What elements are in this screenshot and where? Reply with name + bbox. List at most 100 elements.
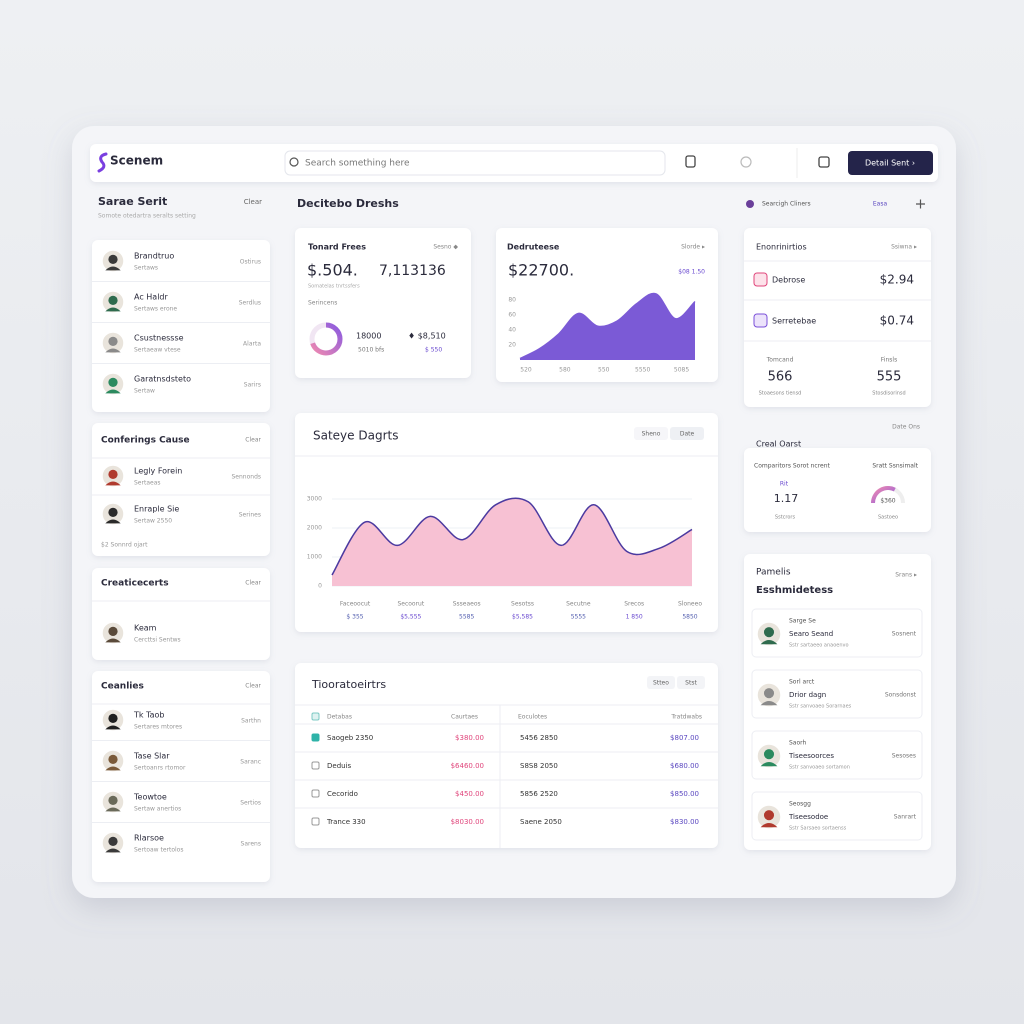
tab[interactable]	[634, 427, 668, 440]
table-cell: Trance 330	[326, 818, 366, 826]
avatar-head	[763, 749, 775, 760]
card-title: Enonrinirtios	[756, 243, 807, 252]
primary-button[interactable]	[848, 151, 933, 175]
y-tick-label: 3000	[307, 496, 322, 503]
person-role: Tiseesoorces	[788, 752, 834, 760]
action-link[interactable]: Clear	[245, 683, 261, 690]
tab-label[interactable]: Stteo	[653, 680, 669, 687]
y-tick-label: 40	[508, 327, 516, 334]
search-placeholder: Search something here	[305, 159, 410, 169]
item-meta: Sarthn	[241, 718, 261, 725]
tab[interactable]	[677, 676, 705, 689]
card	[295, 663, 718, 848]
icon-button[interactable]	[685, 155, 696, 168]
item-sub: Sertaeaw vtese	[134, 347, 181, 354]
icon-button[interactable]	[818, 156, 830, 168]
badge: Sesno ◆	[433, 244, 458, 251]
sub: Sastoeo	[878, 515, 898, 521]
item-sub: Sertares mtores	[134, 724, 182, 731]
stat-value: ♦ $8,510	[408, 332, 446, 341]
area-line	[331, 497, 693, 576]
avatar-body	[105, 766, 121, 771]
table-cell: $850.00	[670, 790, 699, 798]
item-name: Legly Forein	[134, 467, 182, 476]
item-name: Rlarsoe	[134, 834, 164, 843]
avatar-body	[105, 848, 121, 853]
checkbox[interactable]	[311, 712, 320, 721]
caption: Somatelas tnrtssfers	[308, 284, 360, 290]
x-sublabel: 1 850	[626, 614, 643, 621]
person-detail: Sstr sanvoaeo Sorarnaes	[789, 704, 852, 710]
pin-icon[interactable]	[916, 199, 925, 209]
action-link[interactable]: Clear	[245, 580, 261, 587]
item-name: Tk Taob	[133, 711, 165, 720]
row-value: $0.74	[880, 314, 914, 328]
person-row[interactable]	[751, 730, 923, 780]
person-meta: Sonsdonst	[885, 692, 917, 699]
gauge-arc	[871, 486, 896, 504]
search-box[interactable]	[284, 150, 666, 176]
checkbox[interactable]	[311, 761, 320, 770]
item-sub: Sertoanrs rtomor	[134, 765, 186, 772]
person-name: Saorh	[789, 740, 807, 747]
person-meta: Sanrart	[894, 814, 917, 821]
row-icon	[753, 272, 768, 287]
person-meta: Sesoses	[892, 753, 916, 760]
checkbox[interactable]	[311, 817, 320, 826]
checkbox[interactable]	[311, 733, 320, 742]
item-name: Enraple Sie	[134, 505, 179, 514]
tab-label[interactable]: Date	[680, 431, 695, 438]
avatar-body	[105, 307, 121, 312]
item-sub: Cercttsi Sentws	[134, 637, 181, 644]
avatar-head	[108, 507, 118, 517]
area-line	[519, 292, 696, 360]
avatar-body	[760, 762, 778, 767]
tab-label[interactable]: Stst	[685, 680, 697, 687]
action-link[interactable]: Easa	[873, 201, 888, 208]
label: Comparitors Sorot ncrent	[754, 463, 831, 470]
card-title: Conferings Cause	[101, 436, 190, 446]
table-cell: $380.00	[455, 734, 484, 742]
x-sublabel: $ 355	[346, 614, 363, 621]
item-meta: Ostirus	[240, 259, 261, 266]
person-row[interactable]	[751, 669, 923, 719]
person-name: Sarge Se	[789, 618, 816, 625]
action-link[interactable]: Clear	[244, 198, 262, 206]
tab-label[interactable]: Sheno	[642, 431, 661, 438]
card-title: Ceanlies	[101, 682, 144, 692]
item-meta: Alarta	[243, 341, 261, 348]
avatar-head	[108, 295, 118, 305]
avatar-head	[108, 626, 118, 636]
card-title: Tiooratoeirtrs	[311, 678, 386, 691]
area	[520, 293, 695, 360]
x-label: Ssseaeos	[453, 601, 481, 608]
section-title: Decitebo Dreshs	[297, 197, 399, 210]
tab[interactable]	[647, 676, 675, 689]
person-row[interactable]	[751, 608, 923, 658]
big-value: $22700.	[508, 261, 574, 280]
search-icon	[289, 157, 299, 167]
tab[interactable]	[670, 427, 704, 440]
sub: Sstcrors	[775, 515, 796, 521]
stat-sub: $ 550	[425, 347, 442, 354]
card	[92, 423, 270, 556]
item-sub: Sertaeas	[134, 480, 161, 487]
x-label: Sloneeo	[678, 601, 702, 608]
item-name: Ac Haldr	[134, 293, 168, 302]
icon-button[interactable]	[740, 156, 752, 168]
person-row[interactable]	[751, 791, 923, 841]
row-value: $2.94	[880, 273, 914, 287]
item-name: Brandtruo	[134, 252, 174, 261]
avatar-body	[105, 389, 121, 394]
stat-label: Finsls	[881, 357, 897, 364]
item-meta: Sertios	[240, 800, 261, 807]
card-title: Tonard Frees	[308, 243, 366, 252]
table-cell: $8030.00	[451, 818, 484, 826]
checkbox[interactable]	[311, 789, 320, 798]
x-tick-label: 520	[520, 367, 532, 374]
item-name: Garatnsdsteto	[134, 375, 191, 384]
button-label[interactable]: Detail Sent ›	[865, 159, 915, 168]
item-meta: Saranc	[240, 759, 261, 766]
action-link[interactable]: Clear	[245, 437, 261, 444]
avatar-head	[108, 795, 118, 805]
